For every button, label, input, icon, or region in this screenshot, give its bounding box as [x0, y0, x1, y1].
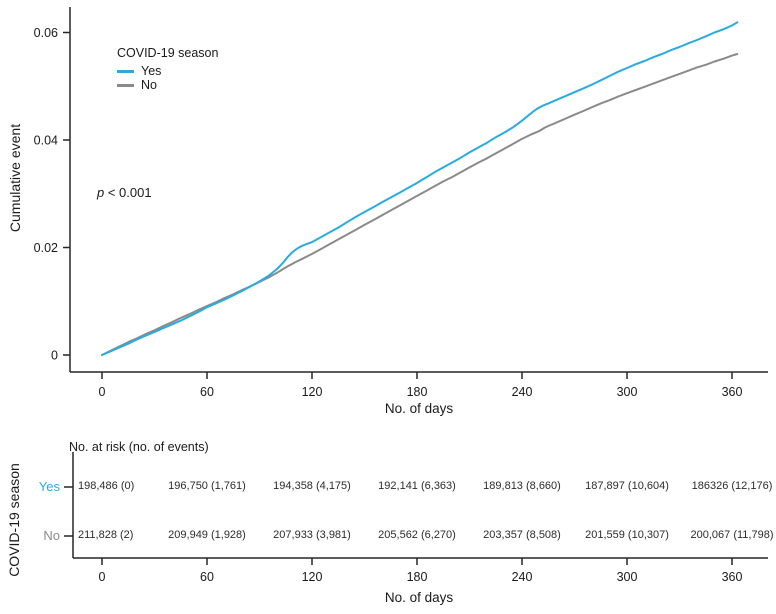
risk-cell: 196,750 (1,761)	[168, 480, 246, 492]
y-tick-label: 0.04	[34, 134, 58, 148]
p-value-text: < 0.001	[104, 185, 152, 200]
table-x-tick-label: 60	[200, 570, 214, 584]
x-tick-label: 0	[99, 385, 106, 399]
x-tick-label: 240	[512, 385, 533, 399]
y-axis-title: Cumulative event	[7, 123, 23, 233]
x-tick-label: 360	[722, 385, 743, 399]
x-tick-label: 120	[302, 385, 323, 399]
x-axis-title-main: No. of days	[384, 401, 454, 416]
risk-cell: 187,897 (10,604)	[585, 480, 669, 492]
risk-cell: 194,358 (4,175)	[273, 480, 351, 492]
x-tick-label: 180	[407, 385, 428, 399]
legend-item-yes: Yes	[117, 65, 218, 79]
risk-row-label-yes: Yes	[38, 479, 60, 494]
risk-cell: 201,559 (10,307)	[585, 529, 669, 541]
legend-label-no: No	[141, 78, 157, 93]
legend-item-no: No	[117, 79, 218, 93]
curve-no	[101, 53, 739, 356]
y-tick-label: 0.06	[34, 26, 58, 40]
legend-line-no-icon	[117, 84, 134, 87]
risk-cell: 192,141 (6,363)	[378, 480, 456, 492]
legend-title: COVID-19 season	[117, 46, 219, 60]
risk-table-header: No. at risk (no. of events)	[69, 440, 209, 454]
risk-cell: 205,562 (6,270)	[378, 529, 456, 541]
risk-cell: 209,949 (1,928)	[168, 529, 246, 541]
table-x-tick-label: 240	[512, 570, 533, 584]
legend-line-yes-icon	[117, 70, 134, 73]
x-axis-title-table: No. of days	[384, 590, 454, 605]
curve-yes	[101, 21, 739, 356]
risk-cell: 189,813 (8,660)	[483, 480, 561, 492]
table-x-tick-label: 300	[617, 570, 638, 584]
legend-label-yes: Yes	[141, 64, 162, 79]
risk-cell: 211,828 (2)	[78, 529, 134, 541]
risk-cell: 198,486 (0)	[78, 480, 135, 492]
risk-row-label-no: No	[43, 528, 60, 543]
x-tick-label: 300	[617, 385, 638, 399]
risk-cell: 200,067 (11,798)	[690, 529, 774, 541]
table-x-tick-label: 360	[722, 570, 743, 584]
risk-cell: 186326 (12,176)	[691, 480, 773, 492]
x-tick-label: 60	[200, 385, 214, 399]
legend: COVID-19 season Yes No	[117, 47, 218, 93]
risk-cell: 207,933 (3,981)	[273, 529, 351, 541]
table-x-tick-label: 0	[99, 570, 106, 584]
p-value-annotation: p < 0.001	[97, 186, 152, 199]
table-x-tick-label: 120	[302, 570, 323, 584]
y-tick-label: 0.02	[34, 241, 58, 255]
p-symbol: p	[97, 185, 105, 200]
y-tick-label: 0	[51, 349, 58, 363]
risk-cell: 203,357 (8,508)	[483, 529, 561, 541]
table-x-tick-label: 180	[407, 570, 428, 584]
